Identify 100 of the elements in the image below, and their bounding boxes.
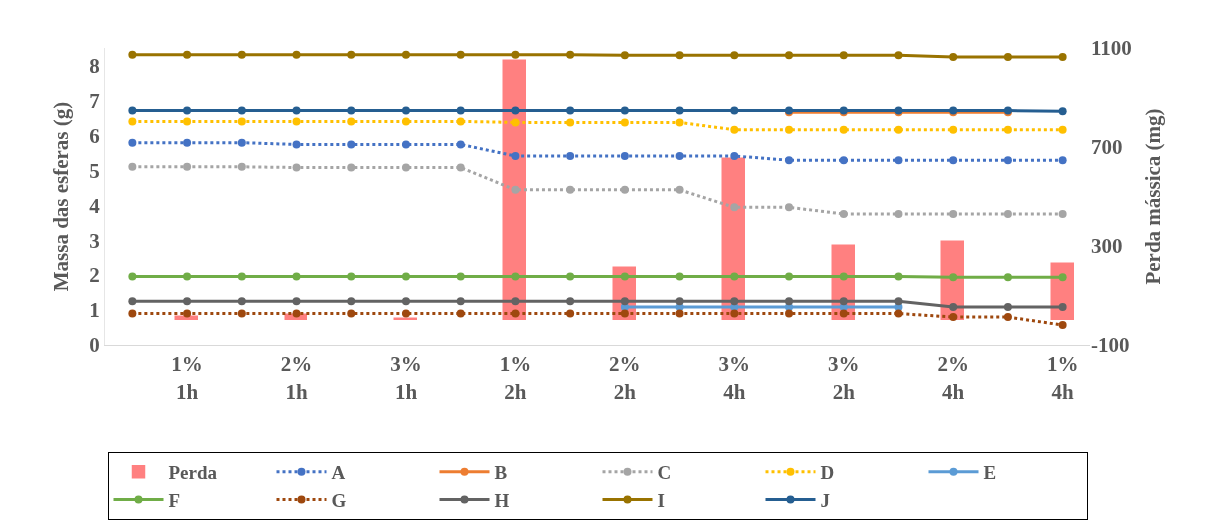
point [839,297,848,306]
point [183,309,192,318]
point [675,51,684,60]
point [1003,156,1012,165]
point [730,125,739,134]
point [237,162,246,171]
legend-label: A [331,462,346,484]
point [566,50,575,59]
point [730,151,739,160]
point [949,53,958,62]
y2-tick-label: 300 [1091,234,1123,259]
y-tick-label: 6 [89,123,100,148]
point [949,156,958,165]
point [620,309,629,318]
point [456,163,465,172]
x-tick-label: 1% 2h [499,352,532,404]
legend-label: E [983,462,997,484]
y2-tick-label: -100 [1091,333,1130,358]
legend-label: D [820,462,835,484]
point [128,138,137,147]
point [785,297,794,306]
point [347,50,356,59]
point [730,272,739,281]
bar [502,59,526,320]
point [237,50,246,59]
point [1003,313,1012,322]
point [566,106,575,115]
point [128,297,137,306]
x-tick-label: 2% 4h [937,352,969,404]
point [785,51,794,60]
point [1003,125,1012,134]
point [183,272,192,281]
point [675,297,684,306]
point [1003,302,1012,311]
x-tick-label: 3% 4h [718,352,751,404]
point [620,106,629,115]
point [128,162,137,171]
point [1058,107,1067,116]
point [675,272,684,281]
point [292,106,301,115]
point [894,209,903,218]
point [456,50,465,59]
point [730,297,739,306]
point [949,125,958,134]
point [620,272,629,281]
point [620,151,629,160]
point [785,125,794,134]
point [292,140,301,149]
point [183,162,192,171]
point [511,185,520,194]
point [785,272,794,281]
point [237,106,246,115]
point [785,156,794,165]
point [128,309,137,318]
point [675,118,684,127]
point [730,106,739,115]
point [183,50,192,59]
point [401,50,410,59]
y2-tick-label: 1100 [1091,36,1132,61]
point [620,51,629,60]
point [511,106,520,115]
point [949,209,958,218]
x-tick-label: 3% 1h [390,352,422,404]
point [894,156,903,165]
point [566,118,575,127]
point [347,106,356,115]
y2-tick-label: 700 [1091,135,1123,160]
x-tick-label: 3% 2h [828,352,860,404]
point [183,106,192,115]
point [894,297,903,306]
legend-label: G [331,489,347,511]
point [1058,302,1067,311]
point [566,309,575,318]
point [511,50,520,59]
point [456,272,465,281]
point [292,309,301,318]
point [292,272,301,281]
point [511,309,520,318]
legend-label: J [820,489,830,511]
point [675,106,684,115]
point [237,272,246,281]
point [292,50,301,59]
point [894,272,903,281]
point [456,117,465,126]
y-tick-label: 5 [89,158,100,183]
point [839,209,848,218]
point [511,118,520,127]
point [401,272,410,281]
legend-label: F [168,489,181,511]
y-tick-label: 0 [89,333,100,358]
point [675,309,684,318]
point [949,273,958,282]
legend-label: B [494,462,508,484]
point [401,140,410,149]
point [128,106,137,115]
y-tick-label: 2 [89,263,100,288]
point [839,125,848,134]
point [949,302,958,311]
point [1058,321,1067,330]
y-tick-label: 4 [89,193,101,218]
